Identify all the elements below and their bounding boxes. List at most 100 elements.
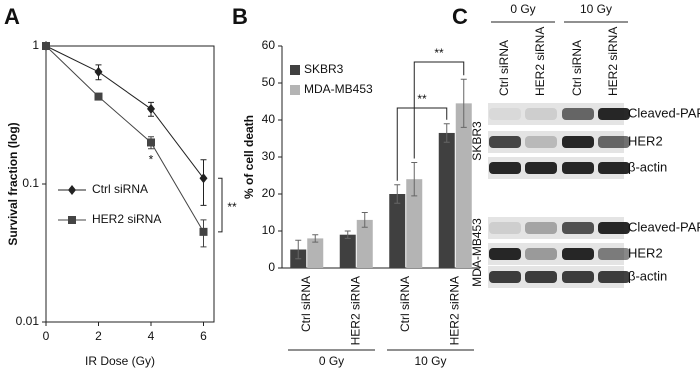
band-label: Cleaved-PARP bbox=[628, 105, 700, 120]
blot-band bbox=[525, 108, 557, 120]
group-label: 10 Gy bbox=[580, 2, 612, 16]
cell-line-label: SKBR3 bbox=[470, 121, 484, 161]
x-tick-label: Ctrl siRNA bbox=[299, 276, 313, 332]
blot-band bbox=[598, 271, 630, 283]
data-point bbox=[42, 42, 50, 50]
band-label: β-actin bbox=[628, 159, 667, 174]
data-point bbox=[199, 227, 208, 236]
panel-label: A bbox=[4, 4, 20, 29]
blot-band bbox=[489, 271, 521, 283]
group-label: 10 Gy bbox=[414, 354, 446, 368]
x-tick-label: Ctrl siRNA bbox=[398, 276, 412, 332]
significance-bracket bbox=[218, 177, 223, 233]
group-label: 0 Gy bbox=[510, 2, 535, 16]
lane-label: Ctrl siRNA bbox=[497, 40, 511, 96]
error-bar bbox=[394, 184, 401, 204]
group-label: 0 Gy bbox=[319, 354, 344, 368]
band-label: Cleaved-PARP bbox=[628, 219, 700, 234]
x-tick-label: 4 bbox=[148, 329, 155, 343]
blot-band bbox=[598, 222, 630, 234]
y-axis-label: % of cell death bbox=[242, 115, 256, 199]
blot-band bbox=[562, 162, 594, 174]
blot-band bbox=[489, 248, 521, 260]
y-tick-label: 0 bbox=[268, 260, 275, 274]
x-axis-label: IR Dose (Gy) bbox=[85, 354, 155, 368]
y-tick-label: 40 bbox=[262, 112, 276, 126]
series-line bbox=[45, 45, 204, 233]
bar bbox=[438, 132, 455, 268]
bar bbox=[406, 179, 423, 268]
y-tick-label: 50 bbox=[262, 75, 276, 89]
blot-band bbox=[489, 108, 521, 120]
legend-swatch bbox=[290, 85, 300, 95]
bar bbox=[339, 234, 356, 268]
annotation: ** bbox=[417, 92, 427, 106]
legend-label: Ctrl siRNA bbox=[92, 182, 148, 196]
band-label: HER2 bbox=[628, 133, 663, 148]
y-tick-label: 0.01 bbox=[16, 314, 40, 328]
band-label: HER2 bbox=[628, 245, 663, 260]
data-point bbox=[94, 66, 103, 77]
annotation: ** bbox=[227, 200, 237, 214]
bar bbox=[307, 238, 324, 268]
legend-label: SKBR3 bbox=[304, 62, 344, 76]
error-bar bbox=[460, 78, 467, 128]
annotation: ** bbox=[434, 46, 444, 60]
series-line bbox=[45, 45, 204, 179]
blot-band bbox=[562, 222, 594, 234]
error-bar bbox=[443, 123, 450, 143]
x-tick-label: 0 bbox=[43, 329, 50, 343]
y-tick-label: 10 bbox=[262, 223, 276, 237]
blot-band bbox=[562, 248, 594, 260]
error-bar bbox=[312, 234, 319, 243]
y-tick-label: 20 bbox=[262, 186, 276, 200]
blot-band bbox=[489, 162, 521, 174]
data-point bbox=[147, 138, 155, 147]
blot-band bbox=[525, 222, 557, 234]
data-point bbox=[147, 103, 155, 114]
bar bbox=[455, 103, 472, 268]
band-label: β-actin bbox=[628, 268, 667, 283]
y-tick-label: 0.1 bbox=[22, 176, 39, 190]
data-point bbox=[94, 92, 103, 101]
blot-band bbox=[525, 136, 557, 148]
blot-band bbox=[525, 271, 557, 283]
panel-label: C bbox=[452, 4, 468, 29]
blot-band bbox=[562, 108, 594, 120]
lane-label: HER2 siRNA bbox=[533, 27, 547, 96]
bar bbox=[389, 194, 406, 268]
lane-label: HER2 siRNA bbox=[606, 27, 620, 96]
blot-band bbox=[598, 248, 630, 260]
significance-bracket bbox=[413, 61, 465, 159]
blot-band bbox=[489, 136, 521, 148]
y-tick-label: 30 bbox=[262, 149, 276, 163]
y-tick-label: 60 bbox=[262, 38, 276, 52]
error-bar bbox=[344, 230, 351, 239]
legend-marker bbox=[68, 216, 76, 224]
legend-label: MDA-MB453 bbox=[304, 82, 373, 96]
blot-band bbox=[562, 271, 594, 283]
error-bar bbox=[361, 212, 368, 228]
significance-bracket bbox=[396, 107, 448, 181]
bar bbox=[356, 219, 373, 268]
x-tick-label: 6 bbox=[200, 329, 207, 343]
data-point bbox=[199, 173, 208, 184]
y-axis-label: Survival fraction (log) bbox=[6, 122, 20, 245]
error-bar bbox=[295, 239, 302, 260]
cell-line-label: MDA-MB453 bbox=[470, 218, 484, 287]
lane-label: Ctrl siRNA bbox=[570, 40, 584, 96]
blot-band bbox=[525, 248, 557, 260]
legend-swatch bbox=[290, 65, 300, 75]
error-bar bbox=[411, 162, 418, 197]
x-tick-label: 2 bbox=[95, 329, 102, 343]
panel-label: B bbox=[232, 4, 248, 29]
y-tick-label: 1 bbox=[32, 38, 39, 52]
blot-band bbox=[598, 108, 630, 120]
legend-marker bbox=[68, 185, 76, 195]
blot-band bbox=[598, 162, 630, 174]
x-tick-label: HER2 siRNA bbox=[348, 276, 362, 345]
legend-label: HER2 siRNA bbox=[92, 212, 161, 226]
blot-band bbox=[489, 222, 521, 234]
